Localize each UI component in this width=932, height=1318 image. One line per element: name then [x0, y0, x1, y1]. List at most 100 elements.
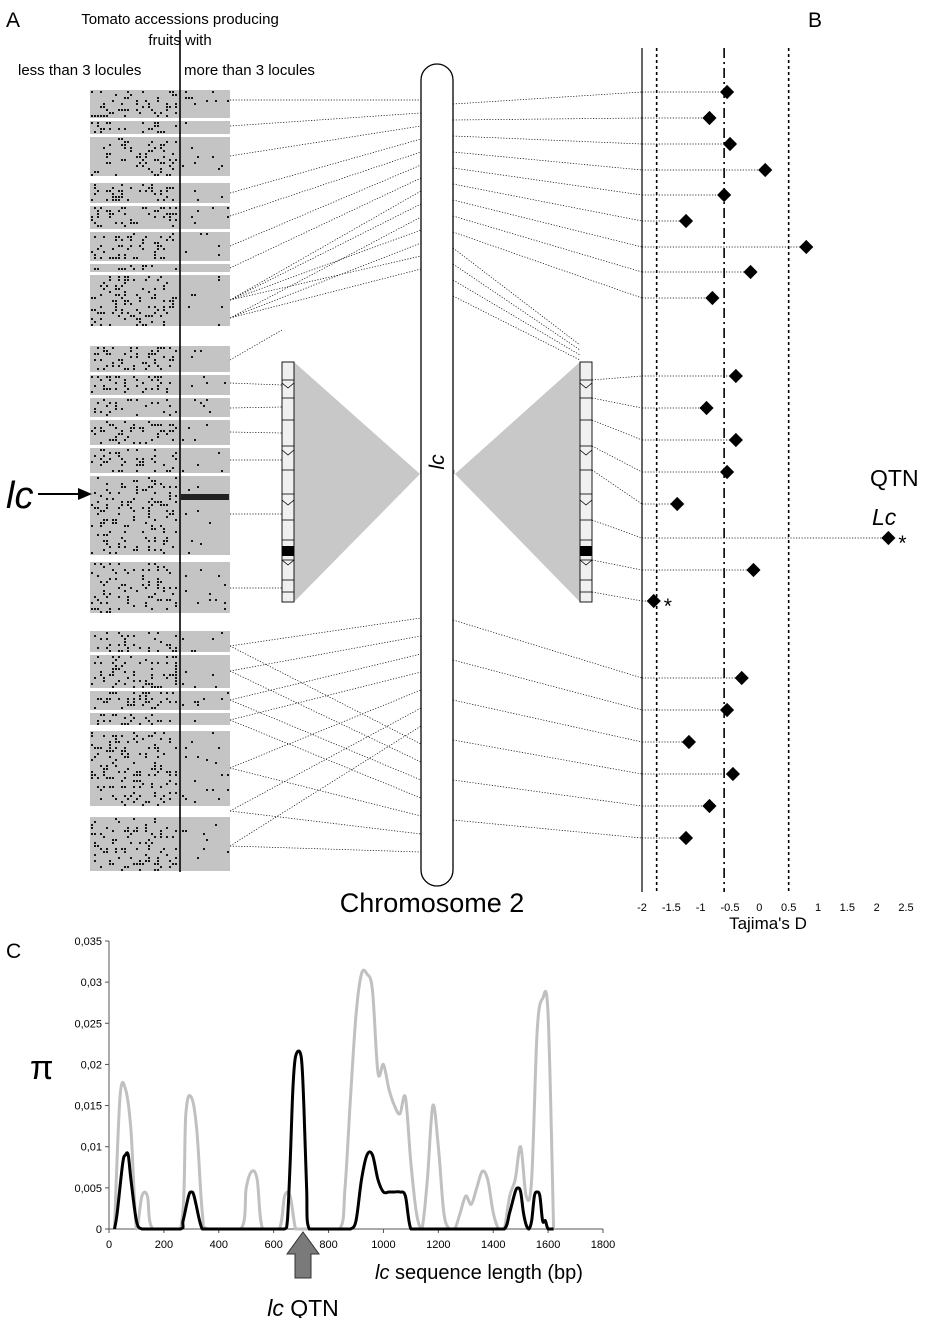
significance-asterisk: *: [898, 532, 906, 555]
connector-right: [452, 779, 643, 807]
pi-y-tick-label: 0,015: [74, 1101, 102, 1113]
connector-right-extra: [452, 247, 581, 346]
lc-haplotype-band: [181, 494, 229, 500]
gene-intron-mark: [579, 382, 593, 389]
chromosome-2: [420, 63, 454, 887]
lc-marker-label: lc: [6, 475, 33, 517]
pi-y-tick-label: 0,035: [74, 936, 102, 948]
pi-series-more-locules: [112, 968, 556, 1231]
pi-x-tick-label: 1000: [371, 1239, 395, 1251]
connector-left: [229, 125, 422, 157]
gene-model-right: [579, 361, 593, 603]
connector-right-gene: [591, 591, 643, 602]
gene-body: [579, 361, 593, 603]
gene-model-left: [281, 361, 295, 603]
tajima-point: [681, 734, 697, 750]
gene-intron-mark: [579, 449, 593, 456]
connector-lines: [229, 91, 643, 853]
tajima-point: [722, 136, 738, 152]
connector-right-gene: [591, 445, 643, 473]
tajima-point: [725, 766, 741, 782]
tajima-point: [799, 239, 814, 255]
tajima-d-chart: ** -2 -1.5 -1 -0.5 0 0.5 1 1.5 2 2.5 Tajima's D: [637, 48, 914, 933]
significance-asterisk: *: [664, 595, 672, 618]
tajima-tick-label: 2: [874, 902, 880, 914]
haplotype-variants: [91, 138, 223, 176]
connector-right: [452, 117, 643, 121]
pi-y-axis-label: π: [30, 1049, 53, 1087]
connector-left: [229, 138, 422, 194]
pi-x-axis-text: sequence length (bp): [395, 1262, 583, 1284]
tajima-tick-label: 2.5: [898, 902, 913, 914]
tajima-tick-label: 0: [756, 902, 762, 914]
gene-intron-mark: [281, 382, 295, 389]
pi-series: [112, 968, 556, 1231]
connector-left: [229, 203, 422, 301]
connector-left: [229, 255, 422, 301]
panel-a-header-line1: Tomato accessions producing: [81, 11, 279, 28]
tajima-tick-label: 1.5: [840, 902, 855, 914]
pi-axes: 0 0,005 0,01 0,015 0,02 0,025 0,03 0,035 0 200 400…: [74, 936, 615, 1251]
tajima-point: [746, 562, 761, 578]
connector-left: [229, 229, 422, 301]
tajima-point: [678, 213, 694, 229]
tajima-point: [734, 670, 749, 686]
tajima-point: [717, 187, 732, 203]
tajima-point: [646, 593, 661, 609]
connector-right: [452, 199, 643, 248]
zoom-triangle-left: [294, 362, 420, 602]
tajima-point: [743, 264, 758, 280]
pi-x-tick-label: 200: [155, 1239, 173, 1251]
column-label-more: more than 3 locules: [184, 62, 315, 79]
pi-x-tick-label: 1200: [426, 1239, 450, 1251]
lc-qtn-label: lc QTN: [267, 1295, 339, 1318]
connector-right-gene: [591, 469, 643, 505]
tajima-point: [728, 368, 743, 384]
pi-y-tick-label: 0,025: [74, 1018, 102, 1030]
connector-right-gene: [591, 375, 643, 381]
connector-left: [229, 725, 422, 847]
tajima-point: [881, 530, 896, 546]
tajima-point: [699, 400, 714, 416]
tajima-point: [670, 496, 685, 512]
zoom-triangle-right: [455, 362, 580, 602]
connector-left: [229, 670, 422, 763]
pi-x-tick-label: 600: [264, 1239, 282, 1251]
pi-x-tick-label: 0: [106, 1239, 112, 1251]
haplotype-variants: [91, 122, 187, 133]
haplotype-block: [90, 398, 230, 417]
haplotype-block: [90, 817, 230, 871]
connector-left: [229, 845, 422, 853]
tajima-point: [758, 162, 773, 178]
haplotype-block: [90, 137, 230, 176]
connector-left: [229, 151, 422, 217]
connector-left: [229, 635, 422, 672]
panel-label-a: A: [6, 9, 20, 32]
chromosome-locus-label: lc: [426, 454, 449, 470]
haplotype-block: [90, 420, 230, 445]
connector-right-gene: [591, 419, 643, 441]
gene-intron-mark: [281, 559, 295, 566]
connector-right: [452, 619, 643, 679]
connector-left: [229, 164, 422, 247]
connector-left: [229, 689, 422, 769]
lc-qtn-up-arrow: [286, 1231, 320, 1279]
haplotype-block: [90, 448, 230, 473]
connector-left: [229, 719, 422, 799]
connector-right-extra: [452, 279, 581, 356]
tajima-points: **: [642, 84, 907, 846]
haplotype-variants: [91, 91, 229, 117]
pi-x-tick-label: 1800: [591, 1239, 615, 1251]
haplotype-variants: [94, 632, 223, 652]
tajima-tick-label: -0.5: [721, 902, 740, 914]
pi-y-tick-label: 0,005: [74, 1183, 102, 1195]
connector-right: [452, 151, 643, 171]
connector-right: [452, 819, 643, 839]
pi-x-axis-gene: lc: [375, 1262, 389, 1284]
tajima-point: [702, 110, 717, 126]
qtn-gene-label: Lc: [872, 504, 897, 530]
qtn-label: QTN: [870, 465, 919, 491]
connector-right: [452, 135, 643, 145]
connector-left: [229, 268, 422, 319]
